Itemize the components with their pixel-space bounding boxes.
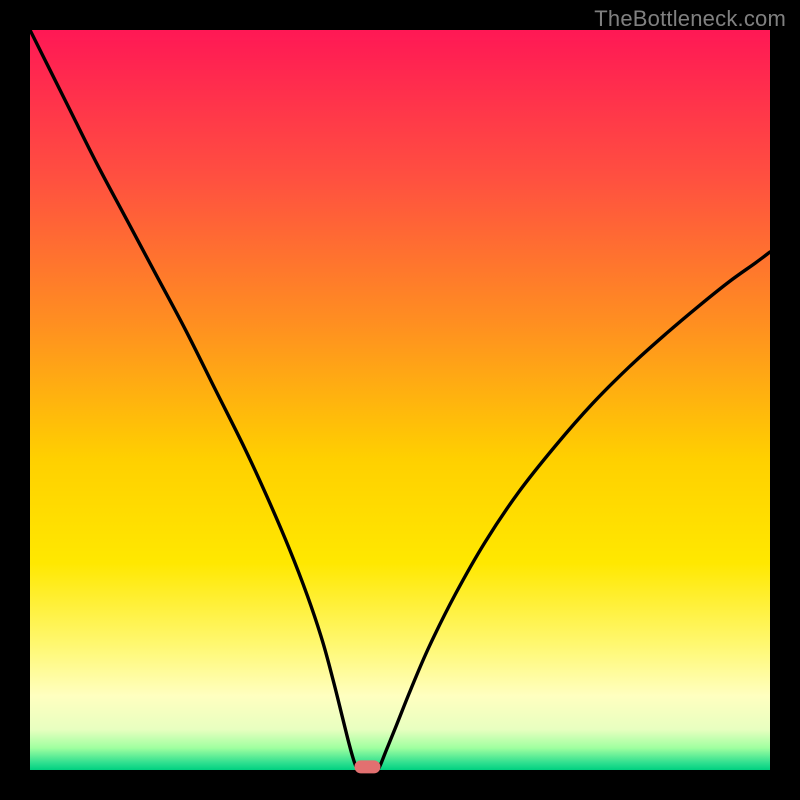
watermark-text: TheBottleneck.com (594, 6, 786, 32)
chart-minimum-marker (355, 760, 380, 773)
chart-plot-area (30, 30, 770, 770)
chart-curves (30, 30, 770, 770)
